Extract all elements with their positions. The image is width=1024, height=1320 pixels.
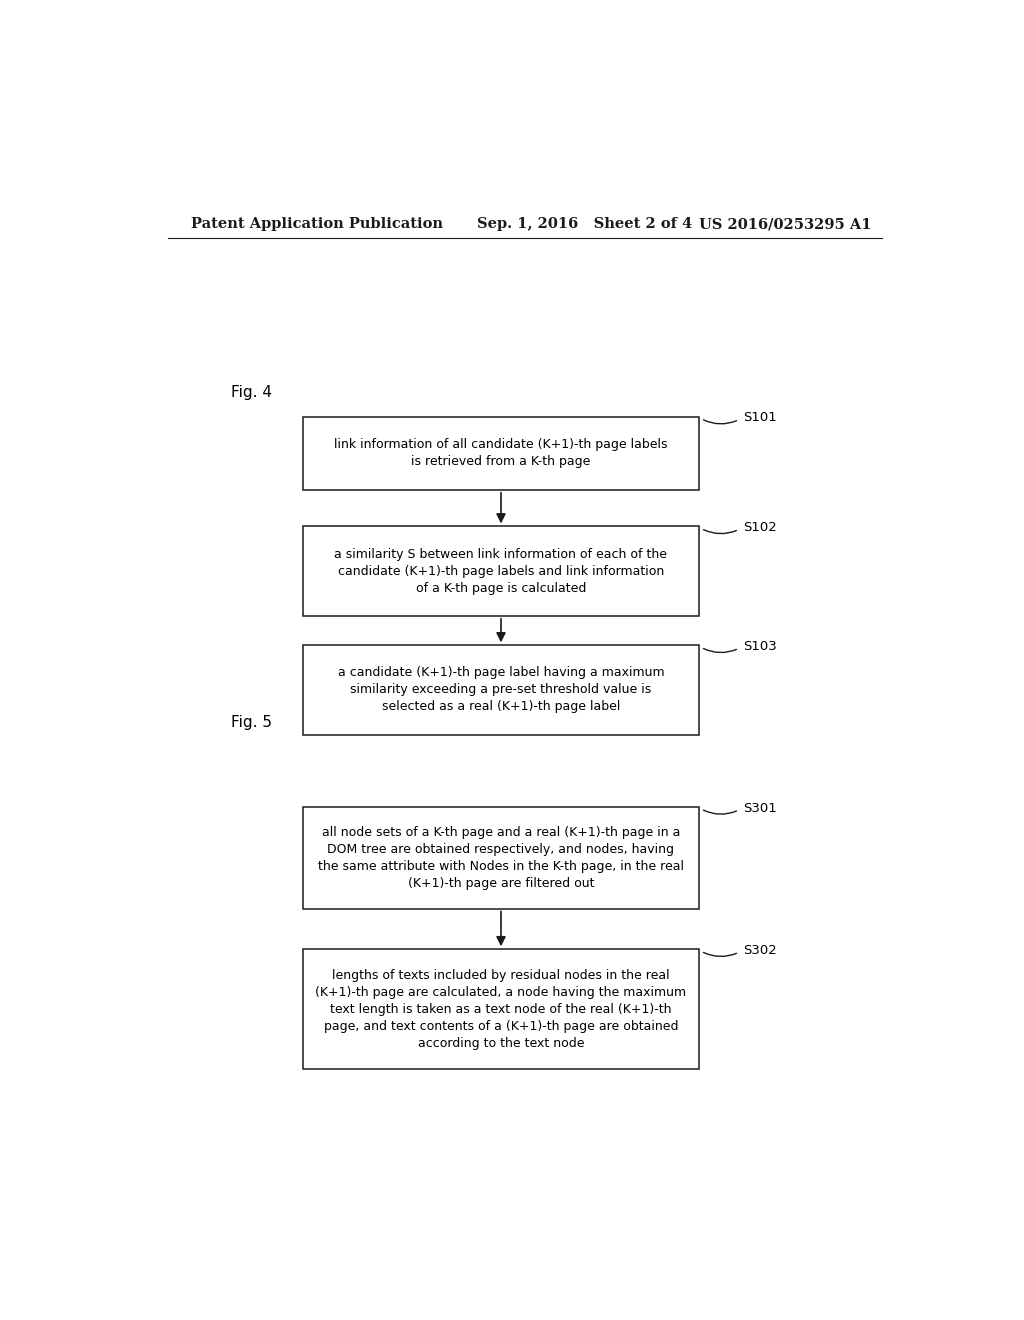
Text: S102: S102 bbox=[743, 521, 777, 535]
Bar bbox=[303, 807, 699, 908]
Text: lengths of texts included by residual nodes in the real
(K+1)-th page are calcul: lengths of texts included by residual no… bbox=[315, 969, 686, 1049]
Text: Sep. 1, 2016   Sheet 2 of 4: Sep. 1, 2016 Sheet 2 of 4 bbox=[477, 218, 692, 231]
Bar bbox=[303, 645, 699, 735]
Bar bbox=[303, 949, 699, 1069]
Text: S101: S101 bbox=[743, 412, 777, 425]
Text: Fig. 4: Fig. 4 bbox=[231, 384, 272, 400]
Text: all node sets of a K-th page and a real (K+1)-th page in a
DOM tree are obtained: all node sets of a K-th page and a real … bbox=[318, 826, 684, 890]
Text: S301: S301 bbox=[743, 801, 777, 814]
Text: a candidate (K+1)-th page label having a maximum
similarity exceeding a pre-set : a candidate (K+1)-th page label having a… bbox=[338, 667, 665, 714]
Bar bbox=[303, 417, 699, 490]
Text: US 2016/0253295 A1: US 2016/0253295 A1 bbox=[699, 218, 871, 231]
Text: Fig. 5: Fig. 5 bbox=[231, 715, 272, 730]
Text: link information of all candidate (K+1)-th page labels
is retrieved from a K-th : link information of all candidate (K+1)-… bbox=[334, 438, 668, 469]
Text: Patent Application Publication: Patent Application Publication bbox=[191, 218, 443, 231]
Text: S302: S302 bbox=[743, 944, 777, 957]
Text: a similarity S between link information of each of the
candidate (K+1)-th page l: a similarity S between link information … bbox=[335, 548, 668, 594]
Text: S103: S103 bbox=[743, 640, 777, 653]
Bar bbox=[303, 527, 699, 616]
